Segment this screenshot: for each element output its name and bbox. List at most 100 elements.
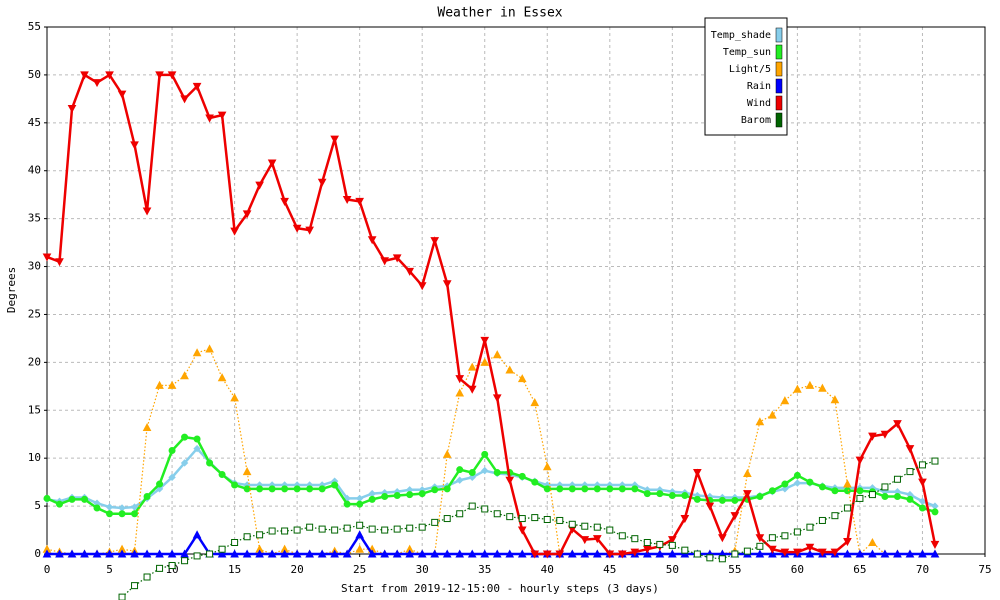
marker: [543, 516, 551, 524]
x-tick-label: 50: [666, 563, 679, 576]
marker: [492, 394, 502, 403]
marker: [130, 141, 139, 150]
marker: [731, 550, 739, 558]
marker: [442, 549, 452, 558]
marker: [268, 527, 276, 535]
marker: [830, 548, 840, 557]
marker: [206, 459, 214, 467]
marker: [243, 485, 251, 493]
marker: [242, 549, 252, 558]
marker: [843, 479, 852, 488]
marker: [143, 493, 151, 501]
marker: [255, 181, 264, 190]
marker: [805, 380, 815, 389]
marker: [818, 516, 826, 524]
marker: [305, 549, 314, 558]
marker: [405, 267, 415, 276]
marker: [417, 549, 427, 558]
marker: [630, 548, 640, 557]
marker: [918, 504, 926, 512]
marker: [292, 549, 302, 558]
marker: [117, 90, 127, 99]
marker: [205, 344, 214, 353]
marker: [793, 384, 802, 393]
marker: [355, 530, 365, 539]
marker: [180, 459, 189, 467]
legend-swatch: [775, 27, 783, 43]
marker: [280, 197, 289, 206]
marker: [442, 449, 452, 458]
marker: [331, 481, 339, 489]
marker: [493, 469, 501, 477]
marker: [206, 550, 214, 558]
marker: [467, 385, 477, 394]
marker: [780, 396, 790, 405]
marker: [893, 493, 901, 501]
marker: [68, 495, 76, 503]
marker: [380, 549, 390, 558]
marker: [931, 508, 939, 516]
y-tick-label: 45: [28, 116, 41, 129]
marker: [506, 513, 514, 521]
marker: [306, 523, 314, 531]
marker: [568, 485, 576, 493]
y-tick-label: 10: [28, 451, 41, 464]
marker: [793, 528, 801, 536]
marker: [693, 469, 702, 478]
y-tick-label: 0: [34, 547, 41, 560]
marker: [342, 195, 352, 205]
marker: [818, 483, 826, 491]
y-tick-label: 40: [28, 164, 41, 177]
y-tick-label: 20: [28, 355, 41, 368]
marker: [180, 371, 189, 380]
x-tick-label: 5: [106, 563, 113, 576]
marker: [181, 433, 189, 441]
marker: [443, 515, 451, 523]
marker: [455, 388, 465, 397]
marker: [818, 548, 827, 557]
x-tick-label: 40: [541, 563, 554, 576]
x-tick-label: 25: [353, 563, 366, 576]
marker: [192, 348, 202, 357]
marker: [905, 549, 915, 558]
marker: [481, 505, 489, 513]
marker: [155, 549, 164, 558]
marker: [468, 473, 476, 482]
marker: [480, 549, 490, 558]
marker: [781, 532, 789, 540]
marker: [231, 481, 239, 489]
marker: [906, 495, 914, 503]
marker: [93, 504, 101, 512]
y-tick-label: 50: [28, 68, 41, 81]
marker: [881, 483, 889, 491]
marker: [80, 549, 89, 558]
legend-label: Rain: [747, 81, 771, 92]
marker: [718, 496, 726, 504]
marker: [468, 502, 476, 510]
marker: [406, 491, 414, 499]
marker: [655, 549, 665, 558]
x-tick-label: 15: [228, 563, 241, 576]
marker: [317, 178, 327, 187]
marker: [893, 549, 902, 558]
marker: [118, 510, 126, 518]
marker: [806, 523, 814, 531]
x-tick-label: 45: [603, 563, 616, 576]
marker: [731, 496, 739, 504]
marker: [642, 545, 652, 554]
marker: [331, 526, 339, 534]
marker: [855, 456, 865, 465]
marker: [493, 510, 501, 518]
marker: [930, 540, 940, 549]
marker: [492, 549, 502, 558]
marker: [768, 487, 776, 495]
marker: [517, 374, 527, 383]
marker: [843, 504, 851, 512]
marker: [192, 530, 202, 539]
marker: [831, 487, 839, 495]
marker: [918, 497, 927, 506]
marker: [293, 485, 301, 493]
marker: [155, 485, 164, 493]
marker: [555, 550, 565, 559]
